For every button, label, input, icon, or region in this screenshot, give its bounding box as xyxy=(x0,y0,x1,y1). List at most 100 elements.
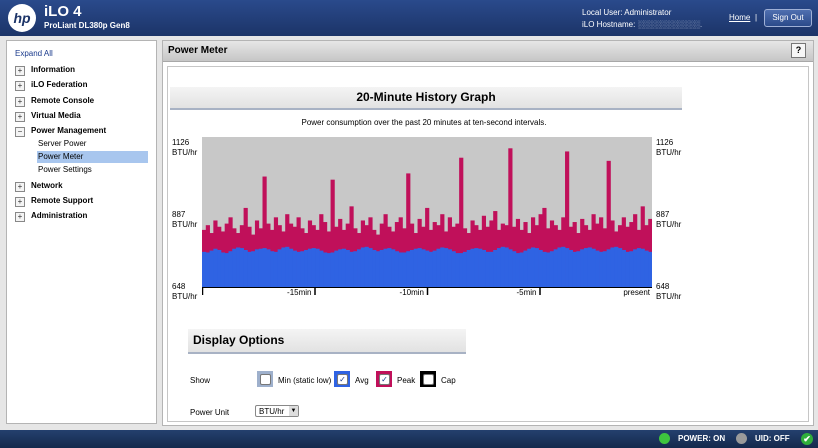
avg-bar xyxy=(254,249,260,287)
expand-icon[interactable]: + xyxy=(15,182,25,192)
avg-bar xyxy=(368,248,373,287)
avg-bar xyxy=(209,250,214,287)
avg-bar xyxy=(360,247,365,287)
sign-out-button[interactable]: Sign Out xyxy=(764,9,812,27)
avg-bar xyxy=(496,248,502,287)
avg-bar xyxy=(508,249,513,287)
avg-bar xyxy=(466,249,471,287)
avg-bar xyxy=(228,251,233,287)
peak-bar xyxy=(406,173,411,287)
expand-icon[interactable]: + xyxy=(15,97,25,107)
page-title: Power Meter xyxy=(168,45,228,56)
main-panel: Power Meter ? 20-Minute History Graph Po… xyxy=(162,40,814,426)
avg-bar xyxy=(409,249,415,287)
avg-bar xyxy=(436,248,441,287)
avg-bar xyxy=(428,251,434,287)
peak-bar xyxy=(515,218,521,287)
avg-bar xyxy=(277,249,282,287)
avg-bar xyxy=(625,251,630,287)
avg-bar xyxy=(387,248,392,287)
cap-checkbox-label: Cap xyxy=(441,376,456,385)
power-unit-select[interactable]: BTU/hr ▼ xyxy=(255,405,299,417)
expand-icon[interactable]: + xyxy=(15,66,25,76)
avg-bar xyxy=(527,248,532,287)
help-icon[interactable]: ? xyxy=(791,43,806,58)
avg-bar xyxy=(542,251,547,287)
avg-bar xyxy=(304,249,309,287)
avg-bar xyxy=(288,248,294,287)
avg-bar xyxy=(470,248,475,287)
avg-bar xyxy=(311,248,316,287)
avg-bar xyxy=(546,252,551,287)
avg-bar xyxy=(534,248,539,287)
avg-bar xyxy=(364,246,369,287)
expand-icon[interactable]: + xyxy=(15,197,25,207)
expand-icon[interactable]: + xyxy=(15,81,25,91)
avg-bar xyxy=(417,248,422,287)
uid-led-icon[interactable] xyxy=(736,433,747,444)
avg-checkbox[interactable]: ✓ xyxy=(337,374,348,385)
hostname-value: ░░░░░░░░░░░. xyxy=(637,20,703,29)
avg-bar xyxy=(334,250,339,287)
show-label: Show xyxy=(190,376,211,385)
avg-bar xyxy=(432,250,437,287)
avg-bar xyxy=(300,251,305,287)
avg-bar xyxy=(481,249,487,287)
avg-bar xyxy=(406,251,411,287)
sidebar-subitem-power-meter[interactable]: Power Meter xyxy=(37,151,148,163)
min-checkbox-label: Min (static low) xyxy=(278,376,332,385)
avg-bar xyxy=(391,249,396,287)
avg-bar xyxy=(621,249,626,287)
avg-bar xyxy=(447,249,452,287)
page-title-bar: Power Meter ? xyxy=(163,41,813,62)
sidebar-subitem-server-power[interactable]: Server Power xyxy=(38,139,87,148)
sidebar-subitem-power-settings[interactable]: Power Settings xyxy=(38,165,92,174)
sidebar-item-label: Network xyxy=(31,181,63,190)
avg-bar xyxy=(515,253,521,287)
y-tick-label-left-top: 1126 BTU/hr xyxy=(172,138,198,157)
cap-swatch xyxy=(420,371,436,387)
peak-bar xyxy=(349,206,354,287)
peak-swatch: ✓ xyxy=(376,371,392,387)
server-model: ProLiant DL380p Gen8 xyxy=(44,21,130,30)
sidebar-item-label: Administration xyxy=(31,211,88,220)
avg-bar xyxy=(296,251,301,287)
avg-bar xyxy=(640,248,645,287)
avg-bar xyxy=(561,246,566,287)
avg-bar xyxy=(247,251,252,287)
avg-bar xyxy=(402,252,407,287)
avg-bar xyxy=(323,252,328,287)
content-area: 20-Minute History Graph Power consumptio… xyxy=(167,66,809,422)
avg-bar xyxy=(633,249,638,287)
cap-checkbox[interactable] xyxy=(423,374,434,385)
avg-bar xyxy=(617,248,623,287)
avg-swatch: ✓ xyxy=(334,371,350,387)
peak-bar xyxy=(640,206,645,287)
avg-bar xyxy=(273,251,279,287)
peak-checkbox[interactable]: ✓ xyxy=(379,374,390,385)
avg-bar xyxy=(610,247,615,287)
graph-title-band: 20-Minute History Graph xyxy=(170,87,682,110)
sidebar-item-label: Remote Support xyxy=(31,196,94,205)
avg-bar xyxy=(504,247,509,287)
avg-bar xyxy=(595,250,600,287)
expand-all-link[interactable]: Expand All xyxy=(15,49,53,58)
header-bar: hp iLO 4 ProLiant DL380p Gen8 Local User… xyxy=(0,0,818,36)
peak-bar xyxy=(606,160,611,287)
home-link[interactable]: Home xyxy=(729,13,751,22)
expand-icon[interactable]: + xyxy=(15,212,25,222)
peak-bar xyxy=(243,207,248,287)
expand-icon[interactable]: + xyxy=(15,112,25,122)
min-checkbox[interactable] xyxy=(260,374,271,385)
collapse-icon[interactable]: − xyxy=(15,127,25,137)
avg-bar xyxy=(383,248,388,287)
avg-bar xyxy=(243,249,248,287)
avg-bar xyxy=(341,248,347,287)
avg-bar xyxy=(462,251,468,287)
avg-bar xyxy=(553,249,558,287)
avg-bar xyxy=(580,249,585,287)
graph-subtitle: Power consumption over the past 20 minut… xyxy=(301,118,547,127)
avg-bar xyxy=(258,248,263,287)
avg-bar xyxy=(270,251,275,287)
